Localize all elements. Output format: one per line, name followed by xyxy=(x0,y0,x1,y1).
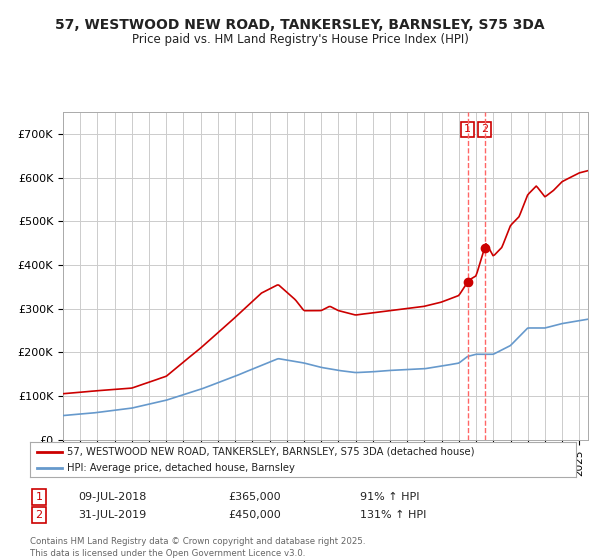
Text: 1: 1 xyxy=(464,124,471,134)
Text: 57, WESTWOOD NEW ROAD, TANKERSLEY, BARNSLEY, S75 3DA: 57, WESTWOOD NEW ROAD, TANKERSLEY, BARNS… xyxy=(55,18,545,32)
Text: Price paid vs. HM Land Registry's House Price Index (HPI): Price paid vs. HM Land Registry's House … xyxy=(131,32,469,46)
Text: Contains HM Land Registry data © Crown copyright and database right 2025.
This d: Contains HM Land Registry data © Crown c… xyxy=(30,537,365,558)
Text: £450,000: £450,000 xyxy=(228,510,281,520)
Text: 2: 2 xyxy=(35,510,43,520)
Text: 09-JUL-2018: 09-JUL-2018 xyxy=(78,492,146,502)
Text: £365,000: £365,000 xyxy=(228,492,281,502)
Text: 57, WESTWOOD NEW ROAD, TANKERSLEY, BARNSLEY, S75 3DA (detached house): 57, WESTWOOD NEW ROAD, TANKERSLEY, BARNS… xyxy=(67,447,475,457)
Text: 2: 2 xyxy=(481,124,488,134)
Text: 91% ↑ HPI: 91% ↑ HPI xyxy=(360,492,419,502)
Text: HPI: Average price, detached house, Barnsley: HPI: Average price, detached house, Barn… xyxy=(67,463,295,473)
Text: 31-JUL-2019: 31-JUL-2019 xyxy=(78,510,146,520)
Text: 131% ↑ HPI: 131% ↑ HPI xyxy=(360,510,427,520)
Text: 1: 1 xyxy=(35,492,43,502)
